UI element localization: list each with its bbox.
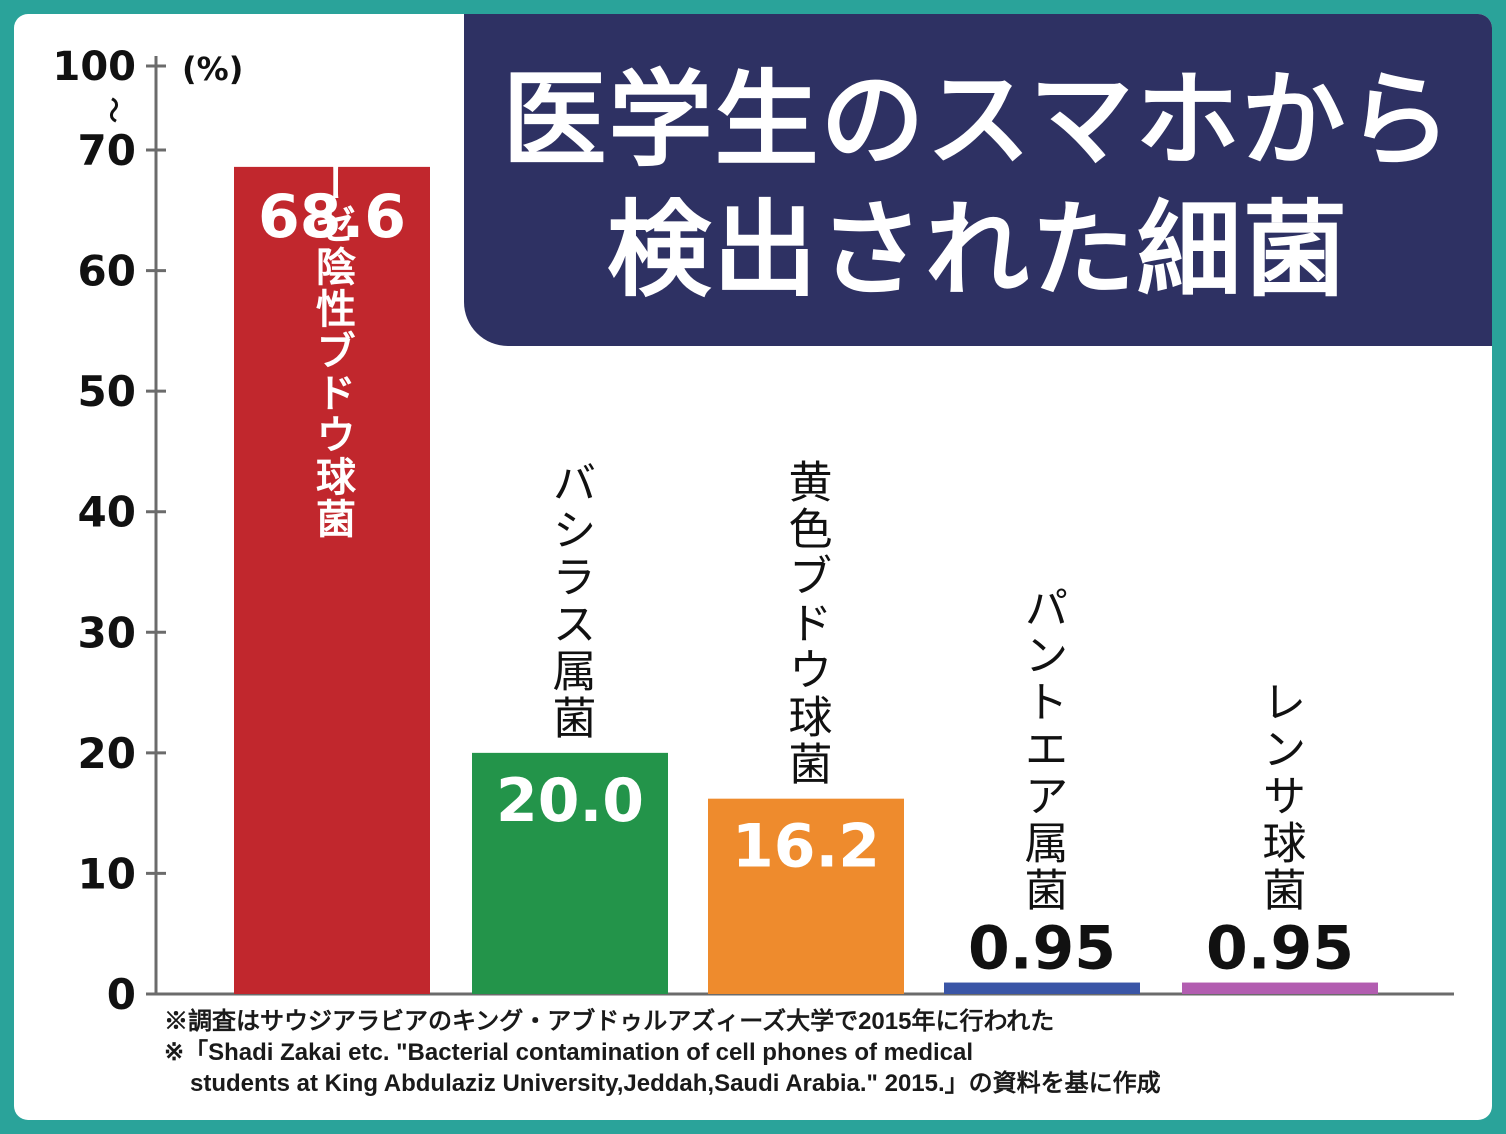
category-label: バシラス属菌 <box>545 460 596 742</box>
bar-chart: 100〜(%)70605040302010068.6コアグラーゼ陰性ブドウ球菌2… <box>53 14 1454 1019</box>
chart-frame: 100 〜 (%) 70 60 50 40 30 20 10 0 68.6 コアグラーゼ陰性ブドウ球菌 2… <box>14 14 1492 1120</box>
chart-title-line-2: 検出された細菌 <box>606 189 1349 311</box>
chart-title-line-1: 医学生のスマホから <box>502 59 1454 181</box>
source-notes: ※調査はサウジアラビアのキング・アブドゥルアズィーズ大学で2015年に行われた … <box>164 1006 1161 1099</box>
bar <box>234 166 430 994</box>
title-box: 医学生のスマホから 検出された細菌 <box>464 14 1492 346</box>
note-source-2: students at King Abdulaziz University,Je… <box>190 1070 1161 1097</box>
y-tick-label: 50 <box>78 367 136 416</box>
data-label: 16.2 <box>732 812 880 882</box>
data-label: 0.95 <box>1206 914 1354 984</box>
bar <box>1182 982 1378 994</box>
note-survey: ※調査はサウジアラビアのキング・アブドゥルアズィーズ大学で2015年に行われた <box>164 1008 1055 1035</box>
y-axis-break-mark: 〜 <box>97 97 127 123</box>
bar <box>472 752 668 994</box>
y-tick-label: 40 <box>78 488 136 537</box>
bar <box>708 798 904 994</box>
category-label: パントエア属菌 <box>1017 585 1068 914</box>
y-tick-label: 10 <box>78 849 136 898</box>
bar <box>944 982 1140 994</box>
note-source-1: ※「Shadi Zakai etc. "Bacterial contaminat… <box>164 1039 974 1066</box>
y-tick-label: 20 <box>78 729 136 778</box>
y-tick-label: 30 <box>78 608 136 657</box>
y-tick-label: 70 <box>78 126 136 175</box>
category-label: コアグラーゼ陰性ブドウ球菌 <box>309 14 356 540</box>
category-label: レンサ球菌 <box>1255 679 1306 914</box>
y-tick-label-top: 100 <box>53 44 137 90</box>
y-tick-label: 60 <box>78 247 136 296</box>
data-label: 68.6 <box>258 182 406 252</box>
unit-label: (%) <box>182 50 243 88</box>
data-label: 0.95 <box>968 914 1116 984</box>
y-tick-label: 0 <box>107 970 136 1019</box>
category-label: 黄色ブドウ球菌 <box>781 459 832 788</box>
data-label: 20.0 <box>496 766 644 836</box>
